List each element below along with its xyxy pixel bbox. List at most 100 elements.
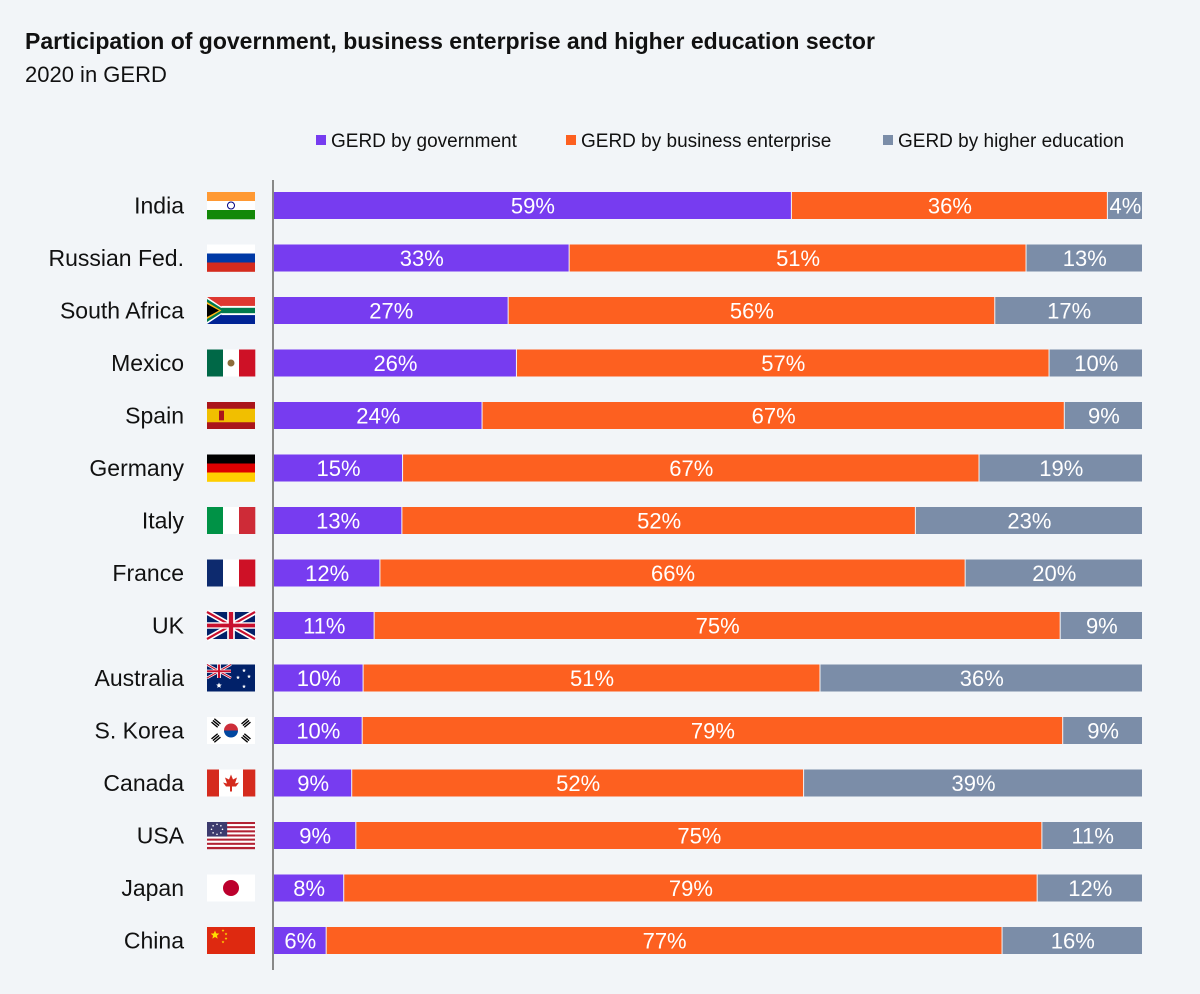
legend-swatch-business [566,135,576,145]
legend: GERD by government GERD by business enter… [316,131,1124,152]
bar-government [274,192,791,219]
bar-government [274,297,508,324]
data-label-business: 51% [570,666,614,691]
bar-business [380,559,965,587]
bar-business [402,507,915,534]
data-label-higher-education: 16% [1051,929,1095,954]
data-label-business: 79% [691,719,735,744]
category-label: Australia [95,665,185,691]
bar-business [352,769,804,797]
legend-swatch-higher-education [883,135,893,145]
bar-higher-education [915,507,1142,534]
data-label-government: 15% [317,456,361,481]
bar-higher-education [804,769,1142,797]
data-label-government: 26% [373,351,417,376]
bar-business [403,454,979,482]
data-label-higher-education: 9% [1086,614,1118,639]
bar-government [274,559,380,587]
legend-label-business: GERD by business enterprise [581,131,831,152]
bar-higher-education [1037,874,1142,902]
data-label-government: 59% [511,194,555,219]
data-label-government: 6% [284,929,316,954]
data-label-government: 24% [356,404,400,429]
data-label-government: 27% [369,299,413,324]
data-label-business: 51% [776,246,820,271]
china-flag [207,927,255,954]
data-label-business: 79% [669,876,713,901]
bar-higher-education [1042,822,1142,849]
germany-flag [207,454,255,482]
bar-government [274,717,362,744]
bar-government [274,664,363,692]
data-label-higher-education: 17% [1047,299,1091,324]
data-label-higher-education: 19% [1039,456,1083,481]
bar-higher-education [995,297,1142,324]
bar-government [274,874,344,902]
bar-government [274,612,374,639]
category-label: France [112,560,184,586]
bar-higher-education [965,559,1142,587]
data-label-business: 66% [651,561,695,586]
data-label-higher-education: 23% [1007,509,1051,534]
category-label: Canada [103,770,184,796]
bar-government [274,507,402,534]
data-label-business: 57% [761,351,805,376]
category-label: Spain [125,403,184,429]
russia-flag [207,244,255,272]
data-label-higher-education: 10% [1074,351,1118,376]
chart-title: Participation of government, business en… [25,28,875,54]
category-label: Italy [142,508,185,534]
data-label-business: 52% [637,509,681,534]
bar-government [274,349,516,377]
bar-higher-education [979,454,1142,482]
category-label: India [134,193,184,219]
data-label-government: 10% [296,719,340,744]
bar-higher-education [1064,402,1142,429]
data-label-higher-education: 39% [952,771,996,796]
category-label: USA [137,823,185,849]
category-label: S. Korea [95,718,185,744]
category-label: China [124,928,184,954]
bar-higher-education [1049,349,1142,377]
data-label-government: 8% [293,876,325,901]
data-label-business: 52% [556,771,600,796]
south-africa-flag [207,297,255,324]
category-label: Japan [121,875,184,901]
legend-swatch-government [316,135,326,145]
bar-higher-education [820,664,1142,692]
india-flag [207,192,255,220]
data-label-government: 12% [305,561,349,586]
bar-business [326,927,1002,954]
bar-higher-education [1063,717,1142,744]
bar-business [569,244,1026,272]
flags [205,192,257,954]
bar-government [274,927,326,954]
legend-label-higher-education: GERD by higher education [898,131,1124,152]
bar-business [482,402,1064,429]
bar-government [274,769,352,797]
france-flag [207,559,256,587]
data-label-government: 9% [297,771,329,796]
bar-government [274,402,482,429]
bar-government [274,454,403,482]
category-labels: India Russian Fed. South Africa Mexico Spain… [48,193,184,954]
uk-flag [205,609,257,642]
category-label: Russian Fed. [48,245,184,271]
usa-flag [207,822,255,850]
category-label: Germany [89,455,184,481]
category-label: Mexico [111,350,184,376]
data-label-business: 67% [669,456,713,481]
bar-business [516,349,1049,377]
mexico-flag [207,349,256,377]
bar-business [791,192,1107,219]
bar-government [274,822,356,849]
chart-subtitle: 2020 in GERD [25,62,167,87]
bars: 59% 36% 4% 33% 51% 13% 27% 56% 17% 26% 57% 10% 24% 67… [274,192,1142,954]
data-label-higher-education: 9% [1088,404,1120,429]
data-label-government: 13% [316,509,360,534]
data-label-government: 33% [400,246,444,271]
bar-business [374,612,1060,639]
data-label-government: 9% [299,824,331,849]
bar-business [508,297,995,324]
